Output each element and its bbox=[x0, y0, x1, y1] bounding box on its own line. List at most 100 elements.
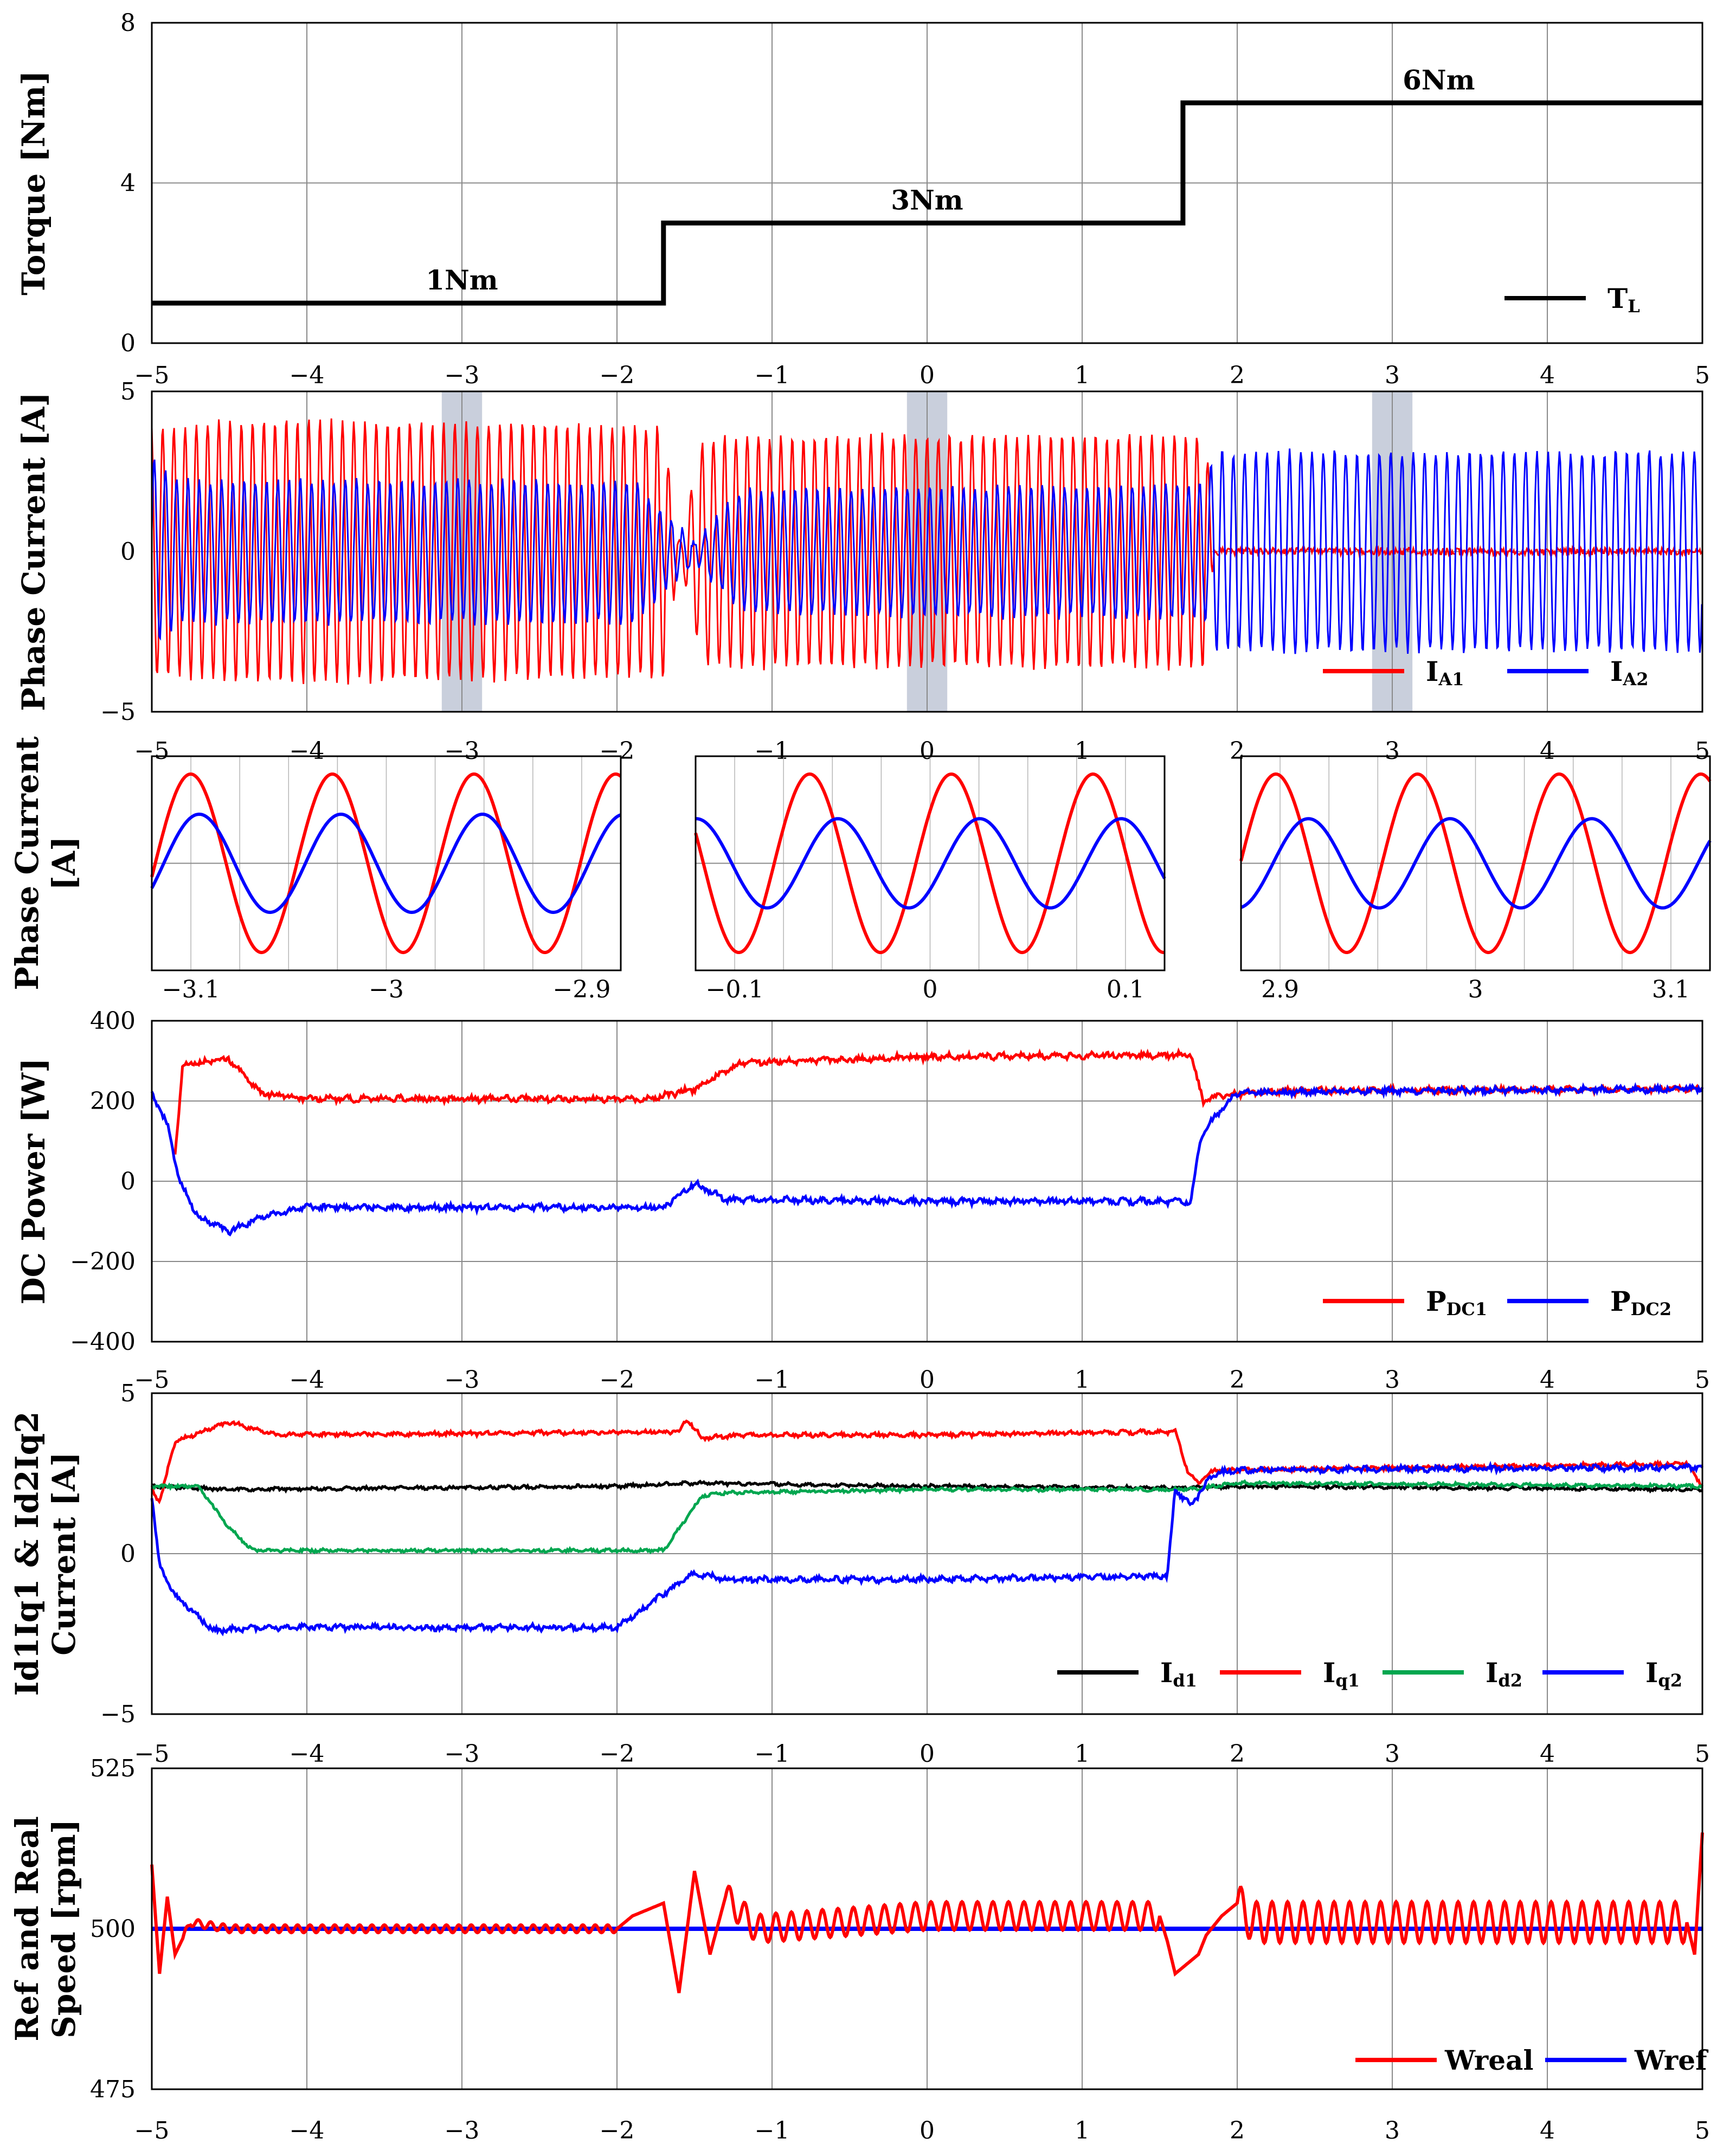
dq-x-tick-label: 5 bbox=[1695, 1740, 1710, 1768]
dq-x-tick-label: −2 bbox=[600, 1740, 635, 1768]
phase-x-tick-label: 4 bbox=[1540, 737, 1555, 765]
dq-legend-subscript: d1 bbox=[1173, 1670, 1197, 1691]
dq-y-tick-label: −5 bbox=[100, 1701, 136, 1728]
torque-x-tick-label: −5 bbox=[134, 362, 170, 389]
zoom-x-tick-label: −2.9 bbox=[552, 976, 610, 1003]
torque-x-tick-label: 3 bbox=[1385, 362, 1400, 389]
dcpower-series-PDC1 bbox=[173, 1047, 1703, 1155]
speed-x-tick-label: −5 bbox=[134, 2117, 170, 2144]
torque-annotation: 3Nm bbox=[891, 184, 963, 216]
phase-legend-label: IA1 bbox=[1426, 655, 1464, 690]
speed-x-tick-label: 0 bbox=[920, 2117, 935, 2144]
torque-x-tick-label: 2 bbox=[1230, 362, 1245, 389]
zoom-x-tick-label: −0.1 bbox=[706, 976, 764, 1003]
speed-y-tick-label: 500 bbox=[90, 1915, 136, 1943]
speed-y-tick-label: 475 bbox=[90, 2076, 136, 2103]
zoom-y-axis-label: Phase Current bbox=[9, 736, 46, 990]
dq-x-tick-label: 0 bbox=[920, 1740, 935, 1768]
dcpower-legend-label: PDC2 bbox=[1610, 1285, 1671, 1319]
dcpower-legend-subscript: DC1 bbox=[1446, 1299, 1487, 1319]
torque-annotation: 1Nm bbox=[426, 264, 498, 296]
speed-y-axis-label: Ref and Real bbox=[9, 1816, 46, 2041]
dq-x-tick-label: −5 bbox=[134, 1740, 170, 1768]
dq-series-Id2 bbox=[150, 1479, 1704, 1555]
dq-y-axis-label: Id1Iq1 & Id2Iq2 bbox=[9, 1412, 46, 1696]
dq-x-tick-label: 2 bbox=[1230, 1740, 1245, 1768]
torque-y-tick-label: 8 bbox=[120, 9, 136, 37]
dq-x-tick-label: −1 bbox=[755, 1740, 790, 1768]
phase-x-tick-label: 3 bbox=[1385, 737, 1400, 765]
zoom-y-axis-label: [A] bbox=[46, 836, 82, 891]
torque-annotation: 6Nm bbox=[1403, 64, 1475, 96]
zoom-series-red bbox=[1239, 772, 1712, 955]
dcpower-x-tick-label: 3 bbox=[1385, 1366, 1400, 1394]
phase-y-tick-label: 5 bbox=[120, 378, 136, 405]
dq-legend-label: Iq1 bbox=[1323, 1657, 1360, 1691]
dcpower-x-tick-label: 2 bbox=[1230, 1366, 1245, 1394]
speed-x-tick-label: −2 bbox=[600, 2117, 635, 2144]
dcpower-x-tick-label: 5 bbox=[1695, 1366, 1710, 1394]
phase-x-tick-label: −1 bbox=[755, 737, 790, 765]
phase-series-IA2 bbox=[151, 448, 1703, 654]
speed-legend-label: Wref bbox=[1634, 2044, 1709, 2076]
speed-x-tick-label: −3 bbox=[445, 2117, 480, 2144]
dcpower-x-tick-label: −5 bbox=[134, 1366, 170, 1394]
dq-x-tick-label: −4 bbox=[290, 1740, 325, 1768]
phase-y-tick-label: −5 bbox=[100, 698, 136, 726]
phase-legend-label: IA2 bbox=[1610, 655, 1648, 690]
torque-y-tick-label: 0 bbox=[120, 330, 136, 357]
dq-y-tick-label: 5 bbox=[120, 1380, 136, 1407]
zoom-x-tick-label: 3.1 bbox=[1652, 976, 1690, 1003]
dcpower-y-tick-label: −400 bbox=[70, 1328, 136, 1356]
zoom-x-tick-label: 0 bbox=[923, 976, 938, 1003]
dcpower-y-tick-label: 400 bbox=[90, 1007, 136, 1035]
dcpower-legend-subscript: DC2 bbox=[1631, 1299, 1671, 1319]
dcpower-legend-label: PDC1 bbox=[1426, 1285, 1487, 1319]
dq-x-tick-label: 4 bbox=[1540, 1740, 1555, 1768]
torque-y-axis-label: Torque [Nm] bbox=[15, 70, 52, 295]
torque-x-tick-label: −4 bbox=[290, 362, 325, 389]
torque-x-tick-label: −3 bbox=[445, 362, 480, 389]
speed-x-tick-label: 4 bbox=[1540, 2117, 1555, 2144]
dq-legend-subscript: d2 bbox=[1498, 1670, 1522, 1691]
phase-y-axis-label: Phase Current [A] bbox=[15, 392, 52, 711]
zoom-series-red bbox=[150, 772, 622, 955]
speed-y-axis-label: Speed [rpm] bbox=[46, 1819, 82, 2038]
zoom-x-tick-label: −3 bbox=[369, 976, 404, 1003]
torque-x-tick-label: −2 bbox=[600, 362, 635, 389]
phase-current-zoom-plots: −3.1 −3 −2.9 −0.1 0 0.1 2.9 3 3.1 Phase Current [A… bbox=[9, 736, 1712, 1003]
torque-x-tick-label: 5 bbox=[1695, 362, 1710, 389]
speed-x-tick-label: 3 bbox=[1385, 2117, 1400, 2144]
phase-x-tick-label: 1 bbox=[1075, 737, 1090, 765]
dcpower-x-tick-label: 0 bbox=[920, 1366, 935, 1394]
dq-x-tick-label: 3 bbox=[1385, 1740, 1400, 1768]
dcpower-y-tick-label: −200 bbox=[70, 1248, 136, 1276]
torque-frame bbox=[151, 22, 1703, 344]
phase-frame bbox=[151, 390, 1703, 713]
zoom-series-blue bbox=[696, 817, 1166, 910]
dq-series-Iq2 bbox=[150, 1460, 1703, 1637]
torque-x-tick-label: 1 bbox=[1075, 362, 1090, 389]
dcpower-series-PDC2 bbox=[150, 1082, 1704, 1237]
dq-frame bbox=[151, 1392, 1703, 1715]
speed-x-tick-label: −1 bbox=[755, 2117, 790, 2144]
dq-x-tick-label: −3 bbox=[445, 1740, 480, 1768]
torque-series-line bbox=[152, 100, 1702, 306]
dcpower-x-tick-label: −4 bbox=[290, 1366, 325, 1394]
speed-frame bbox=[151, 1767, 1703, 2090]
speed-legend-label: Wreal bbox=[1444, 2044, 1533, 2076]
phase-legend-subscript: A1 bbox=[1438, 669, 1464, 690]
dcpower-y-axis-label: DC Power [W] bbox=[15, 1058, 52, 1305]
dcpower-y-tick-label: 0 bbox=[120, 1168, 136, 1195]
dcpower-y-tick-label: 200 bbox=[90, 1087, 136, 1115]
speed-series-Wreal bbox=[150, 1832, 1704, 1993]
zoom-frame bbox=[1240, 755, 1711, 971]
dcpower-x-tick-label: −2 bbox=[600, 1366, 635, 1394]
dq-x-tick-label: 1 bbox=[1075, 1740, 1090, 1768]
dq-legend-subscript: q2 bbox=[1658, 1670, 1682, 1691]
torque-legend-label: TL bbox=[1608, 282, 1640, 317]
speed-x-tick-label: 1 bbox=[1075, 2117, 1090, 2144]
speed-x-tick-label: −4 bbox=[290, 2117, 325, 2144]
